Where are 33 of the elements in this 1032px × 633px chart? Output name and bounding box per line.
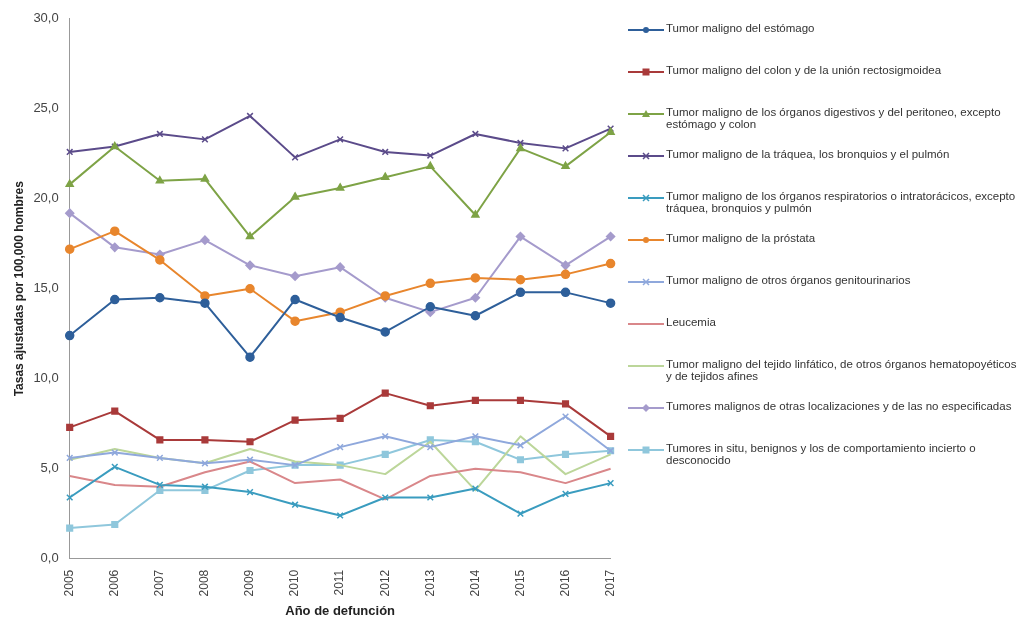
x-tick-label: 2007 <box>152 569 167 597</box>
x-tick-label: 2006 <box>107 569 122 597</box>
y-tick-label: 25,0 <box>33 100 59 116</box>
x-tick-label: 2015 <box>512 569 527 597</box>
y-tick-label: 15,0 <box>33 280 59 296</box>
legend-label: Tumores in situ, benignos y los de comportamiento incierto o desconocido <box>666 442 977 466</box>
x-axis-title: Año de defunción <box>285 602 396 618</box>
x-tick-label: 2014 <box>467 569 482 597</box>
y-axis-title: Tasas ajustadas por 100,000 hombres <box>11 180 26 397</box>
legend-label: Tumor maligno de la tráquea, los bronquios y el pulmón <box>666 148 950 160</box>
legend-label: Leucemia <box>666 316 716 328</box>
x-tick-label: 2008 <box>197 569 212 597</box>
legend-label: Tumor maligno del estómago <box>666 22 815 34</box>
legend-label: Tumor maligno del colon y de la unión rectosigmoidea <box>666 64 942 76</box>
x-tick-label: 2010 <box>287 569 302 597</box>
legend-label: Tumor maligno de otros órganos genitourinarios <box>666 274 911 286</box>
legend-label: Tumor maligno de los órganos respiratorios o intratorácicos, excepto tráquea, bronquios y pulmón <box>666 190 1017 214</box>
y-tick-label: 0,0 <box>40 550 59 566</box>
legend-label: Tumores malignos de otras localizaciones y de las no especificadas <box>666 400 1012 412</box>
x-tick-label: 2012 <box>377 569 392 597</box>
legend-label: Tumor maligno de la próstata <box>666 232 816 244</box>
x-tick-label: 2011 <box>332 569 347 596</box>
x-tick-label: 2016 <box>557 569 572 597</box>
y-tick-label: 30,0 <box>33 10 59 26</box>
legend-label: Tumor maligno del tejido linfático, de otros órganos hematopoyéticos y de tejidos afines <box>666 358 1018 382</box>
y-tick-label: 20,0 <box>33 190 59 206</box>
y-tick-label: 5,0 <box>40 460 59 476</box>
x-tick-label: 2017 <box>602 569 617 597</box>
legend-label: Tumor maligno de los órganos digestivos y del peritoneo, excepto estómago y colon <box>666 106 1002 130</box>
x-tick-label: 2013 <box>422 569 437 597</box>
x-tick-label: 2009 <box>242 569 257 597</box>
y-tick-label: 10,0 <box>33 370 59 386</box>
x-tick-label: 2005 <box>62 569 77 597</box>
